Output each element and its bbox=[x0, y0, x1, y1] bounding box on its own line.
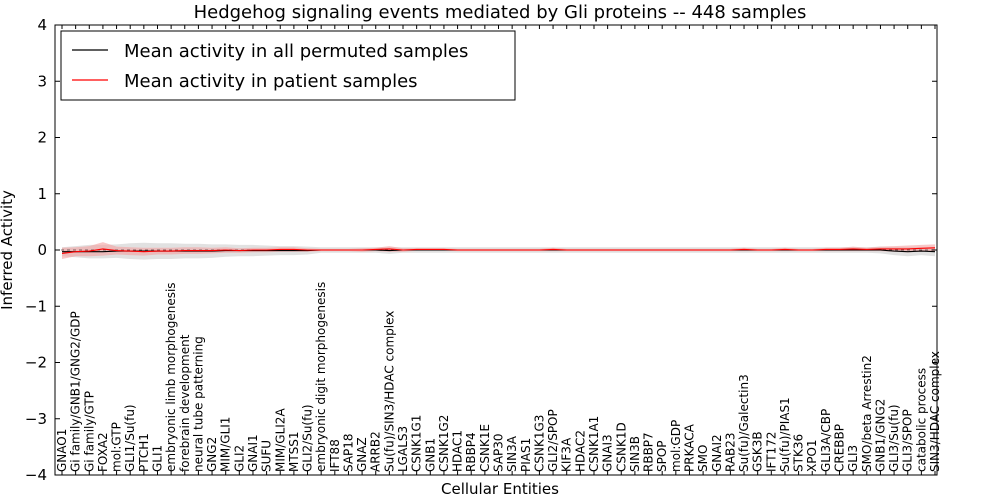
x-tick-label: Su(fu)/SIN3/HDAC complex bbox=[382, 311, 396, 472]
x-tick-label: embryonic digit morphogenesis bbox=[314, 282, 328, 472]
x-tick-label: CSNK1E bbox=[478, 424, 492, 472]
x-tick-label: GNAO1 bbox=[55, 429, 69, 472]
y-tick-label: 2 bbox=[37, 129, 47, 147]
x-tick-label: MIM/GLI2A bbox=[273, 408, 287, 472]
x-tick-label: GNAZ bbox=[355, 437, 369, 472]
y-tick-label: −4 bbox=[25, 466, 47, 484]
y-tick-label: −1 bbox=[25, 297, 47, 315]
x-tick-label: SAP18 bbox=[342, 433, 356, 472]
x-tick-label: GSK3B bbox=[751, 431, 765, 472]
x-tick-label: GLI3 bbox=[846, 445, 860, 472]
legend-label-permuted: Mean activity in all permuted samples bbox=[124, 41, 468, 62]
y-axis-label: Inferred Activity bbox=[0, 190, 16, 310]
x-tick-label: RAB23 bbox=[723, 432, 737, 472]
x-tick-label: IFT88 bbox=[328, 439, 342, 472]
y-tick-label: −3 bbox=[25, 410, 47, 428]
x-tick-label: LGALS3 bbox=[396, 426, 410, 472]
x-tick-label: GNB1/GNG2 bbox=[873, 399, 887, 472]
x-tick-label: GLI2 bbox=[232, 445, 246, 472]
x-tick-label: SIN3B bbox=[628, 436, 642, 472]
band-series-0 bbox=[62, 242, 935, 260]
x-tick-label: PTCH1 bbox=[137, 433, 151, 472]
x-tick-label: HDAC2 bbox=[573, 430, 587, 472]
x-tick-label: SPOP bbox=[655, 440, 669, 472]
y-tick-label: 0 bbox=[37, 241, 47, 259]
x-tick-label: CSNK1G3 bbox=[532, 415, 546, 472]
y-tick-label: −2 bbox=[25, 354, 47, 372]
x-tick-label: CREBBP bbox=[833, 424, 847, 472]
x-tick-label: SIN3A bbox=[505, 435, 519, 472]
x-tick-label: GNAI1 bbox=[246, 434, 260, 472]
x-tick-label: GNB1 bbox=[423, 438, 437, 472]
x-tick-label: HDAC1 bbox=[451, 430, 465, 472]
x-tick-label: RBBP4 bbox=[464, 432, 478, 472]
x-tick-label: GLI2/SPOP bbox=[546, 409, 560, 472]
x-tick-label: PRKACA bbox=[683, 423, 697, 472]
legend-box bbox=[60, 30, 516, 101]
x-tick-label: GNAI3 bbox=[601, 434, 615, 472]
legend-label-patient: Mean activity in patient samples bbox=[124, 71, 418, 92]
series-lines bbox=[61, 247, 936, 254]
y-axis: 4 3 2 1 0 −1 −2 −3 −4 bbox=[25, 16, 937, 484]
x-tick-label: Gi family/GTP bbox=[82, 391, 96, 472]
x-tick-label: GLI3A/CBP bbox=[819, 409, 833, 472]
x-tick-label: SMO bbox=[696, 445, 710, 472]
x-tick-label: XPO1 bbox=[805, 439, 819, 472]
x-tick-label: SMO/beta Arrestin2 bbox=[860, 355, 874, 472]
x-tick-label: SIN3/HDAC complex bbox=[928, 351, 942, 472]
x-tick-label: ARRB2 bbox=[369, 431, 383, 472]
x-tick-label: MTSS1 bbox=[287, 431, 301, 472]
x-tick-label: CSNK1A1 bbox=[587, 416, 601, 472]
x-tick-label: Gi family/GNB1/GNG2/GDP bbox=[69, 311, 83, 472]
x-tick-label: GLI3/SPOP bbox=[901, 409, 915, 472]
x-tick-label: KIF3A bbox=[560, 437, 574, 472]
x-tick-label: RBBP7 bbox=[642, 432, 656, 472]
x-tick-label: GLI2/Su(fu) bbox=[301, 404, 315, 472]
x-tick-label: CSNK1G1 bbox=[410, 415, 424, 472]
x-tick-label: IFT172 bbox=[764, 432, 778, 472]
x-tick-label: mol:GDP bbox=[669, 420, 683, 472]
x-tick-label: CSNK1G2 bbox=[437, 415, 451, 472]
y-tick-label: 4 bbox=[37, 16, 47, 34]
x-tick-label: catabolic process bbox=[914, 368, 928, 472]
x-tick-label: Su(fu)/Galectin3 bbox=[737, 374, 751, 472]
x-tick-label: MIM/GLI1 bbox=[219, 417, 233, 472]
x-tick-label: SAP30 bbox=[492, 433, 506, 472]
y-tick-label: 1 bbox=[37, 185, 47, 203]
chart-title: Hedgehog signaling events mediated by Gl… bbox=[194, 2, 807, 23]
x-axis: GNAO1 Gi family/GNB1/GNG2/GDP Gi family/GT… bbox=[55, 25, 942, 475]
x-tick-label: PIAS1 bbox=[519, 438, 533, 472]
x-tick-label: GNAI2 bbox=[710, 434, 724, 472]
x-tick-label: GLI1 bbox=[151, 445, 165, 472]
line-series-1 bbox=[61, 247, 936, 254]
x-tick-label: FOXA2 bbox=[96, 432, 110, 472]
x-tick-label: SUFU bbox=[260, 440, 274, 472]
x-tick-label: CSNK1D bbox=[614, 422, 628, 472]
x-tick-label: neural tube patterning bbox=[191, 336, 205, 472]
x-tick-label: forebrain development bbox=[178, 334, 192, 472]
x-tick-label: STK36 bbox=[792, 434, 806, 472]
x-tick-label: GLI1/Su(fu) bbox=[123, 404, 137, 472]
x-tick-label: Su(fu)/PIAS1 bbox=[778, 397, 792, 472]
x-tick-label: mol:GTP bbox=[110, 422, 124, 472]
x-tick-label: GNG2 bbox=[205, 437, 219, 472]
x-tick-label: embryonic limb morphogenesis bbox=[164, 282, 178, 472]
x-tick-label: GLI3/Su(fu) bbox=[887, 404, 901, 472]
y-tick-label: 3 bbox=[37, 72, 47, 90]
legend: Mean activity in all permuted samples Me… bbox=[60, 30, 516, 101]
x-axis-label: Cellular Entities bbox=[441, 480, 559, 498]
